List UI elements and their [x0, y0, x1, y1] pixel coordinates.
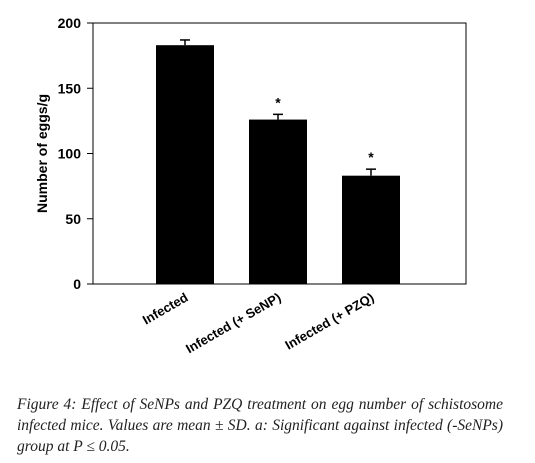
figure-caption-text: Effect of SeNPs and PZQ treatment on egg… — [17, 396, 503, 455]
y-tick-label: 50 — [65, 211, 81, 227]
x-category-label: Infected (+ PZQ) — [282, 290, 376, 353]
x-category-label: Infected (+ SeNP) — [183, 290, 283, 357]
bar — [342, 175, 400, 284]
bar — [249, 119, 307, 284]
y-axis-title: Number of eggs/g — [34, 94, 50, 213]
significance-marker: * — [275, 94, 281, 110]
figure-caption: Figure 4: Effect of SeNPs and PZQ treatm… — [17, 394, 503, 457]
y-tick-label: 0 — [73, 276, 81, 292]
x-category-label: Infected — [140, 290, 191, 328]
figure-label: Figure 4: — [17, 396, 77, 413]
plot-area: 0 50 100 150 200 Infected * Infected (+ SeNP) * I… — [58, 15, 467, 357]
significance-marker: * — [368, 149, 374, 165]
y-tick-label: 200 — [58, 15, 82, 31]
bar — [156, 45, 214, 285]
y-tick-label: 100 — [58, 146, 82, 162]
bar-chart: 0 50 100 150 200 Infected * Infected (+ SeNP) * I… — [34, 15, 467, 357]
y-tick-label: 150 — [58, 80, 82, 96]
